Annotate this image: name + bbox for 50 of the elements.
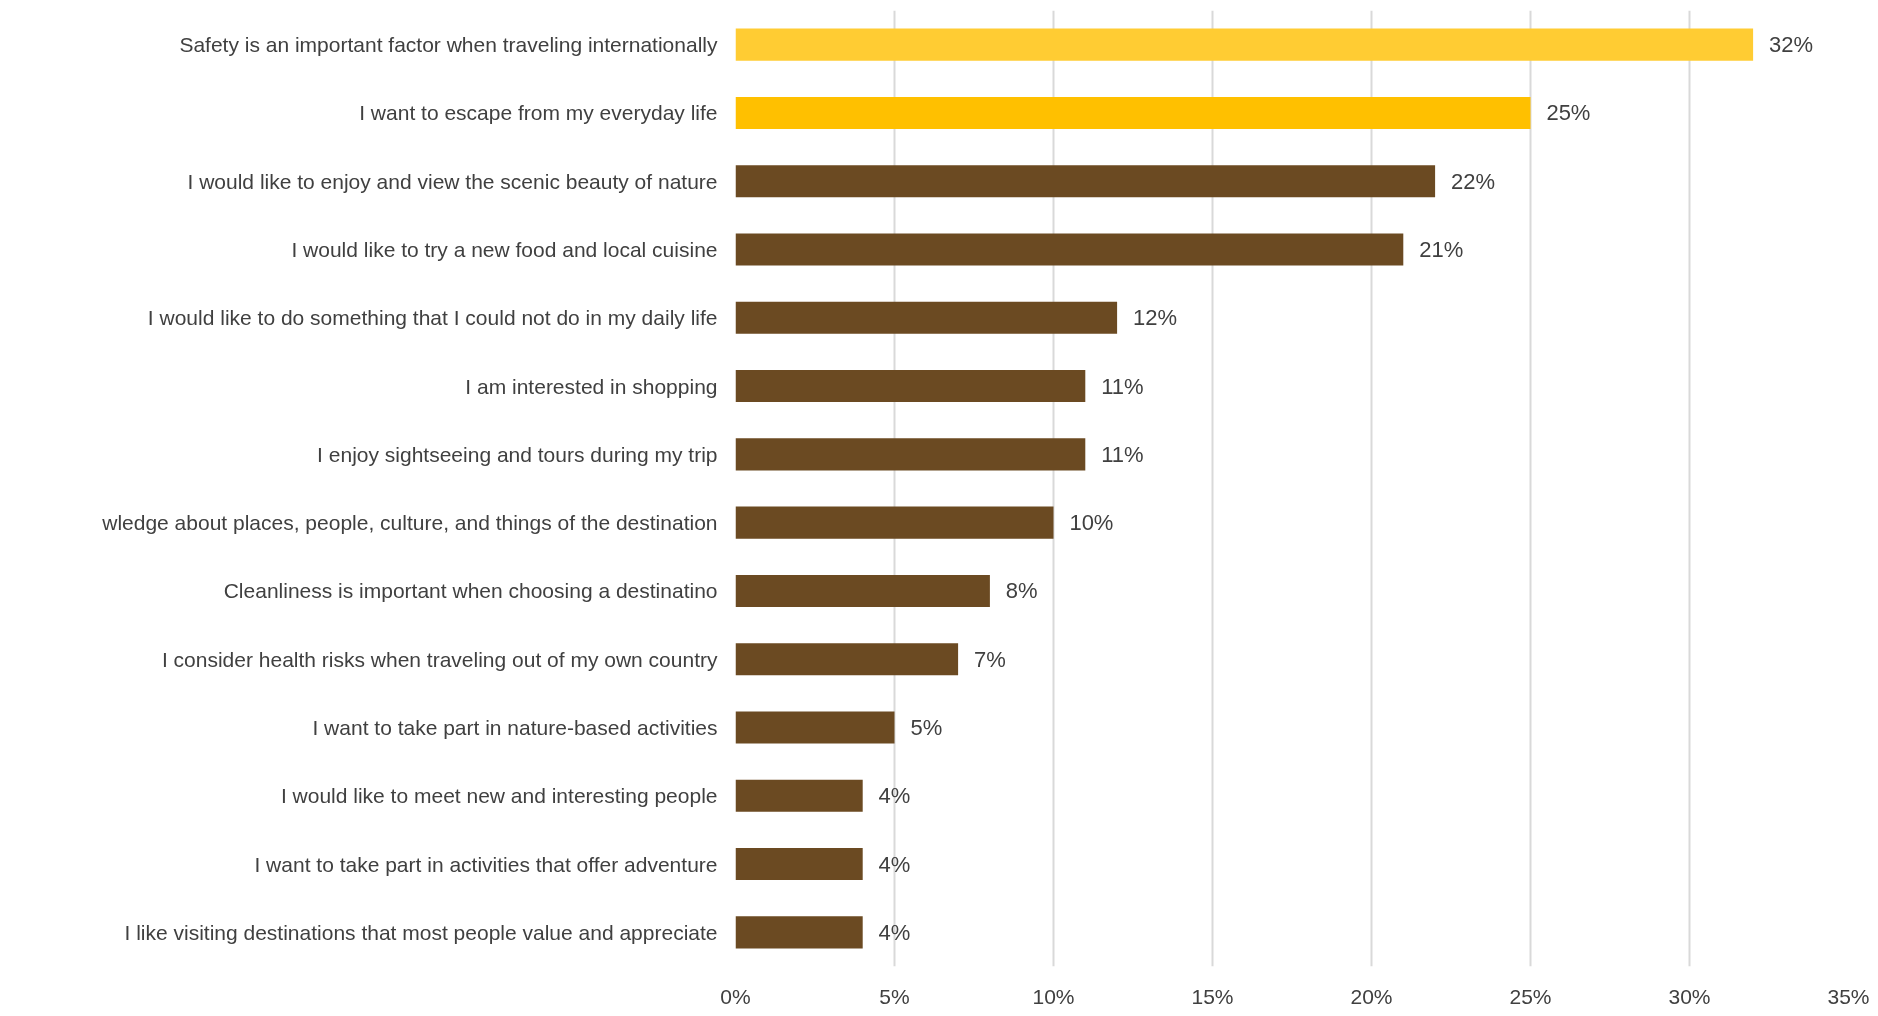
y-tick-label: Safety is an important factor when traveling internationally xyxy=(179,33,718,57)
y-tick-label: I am interested in shopping xyxy=(465,374,718,398)
data-label: 11% xyxy=(1101,441,1144,467)
bar xyxy=(735,711,895,744)
data-label: 10% xyxy=(1069,510,1114,536)
data-label: 4% xyxy=(878,851,911,877)
bar xyxy=(735,438,1086,471)
y-tick-label: I want to escape from my everyday life xyxy=(359,101,718,125)
y-tick-label: I enjoy sightseeing and tours during my trip xyxy=(317,442,718,466)
y-tick-label: I like visiting destinations that most people value and appreciate xyxy=(124,920,718,944)
bar xyxy=(735,165,1436,198)
y-tick-label: I would like to enjoy and view the scenic beauty of nature xyxy=(187,169,718,193)
bar xyxy=(735,370,1086,403)
y-tick-label: wledge about places, people, culture, and things of the destination xyxy=(101,511,718,535)
data-label: 4% xyxy=(878,919,911,945)
y-tick-label: I consider health risks when traveling out of my own country xyxy=(161,647,718,671)
x-tick-label: 30% xyxy=(1668,984,1711,1008)
y-tick-label: Cleanliness is important when choosing a destinatino xyxy=(223,579,718,603)
x-tick-label: 5% xyxy=(879,984,910,1008)
data-label: 8% xyxy=(1005,578,1038,604)
bar xyxy=(735,779,863,812)
y-tick-label: I want to take part in nature-based activities xyxy=(312,716,718,739)
data-label: 5% xyxy=(910,715,943,740)
data-label: 11% xyxy=(1101,373,1144,399)
x-tick-label: 15% xyxy=(1191,984,1234,1008)
bar xyxy=(735,574,990,607)
y-tick-label: I want to take part in activities that offer adventure xyxy=(254,852,718,876)
data-label: 32% xyxy=(1769,32,1814,58)
bar xyxy=(735,96,1531,129)
data-label: 7% xyxy=(974,646,1006,672)
bar xyxy=(735,643,959,676)
x-tick-label: 20% xyxy=(1350,984,1393,1008)
bar xyxy=(735,301,1118,334)
bar xyxy=(735,28,1754,61)
data-label: 22% xyxy=(1451,168,1496,194)
bar xyxy=(735,233,1404,266)
bar xyxy=(735,506,1054,539)
data-label: 4% xyxy=(878,783,911,809)
data-label: 12% xyxy=(1133,305,1178,331)
y-tick-label: I would like to do something that I could not do in my daily life xyxy=(147,306,718,330)
y-tick-label: I would like to try a new food and local cuisine xyxy=(291,238,718,261)
x-tick-label: 25% xyxy=(1509,984,1552,1008)
bar xyxy=(735,916,863,949)
x-tick-label: 35% xyxy=(1827,984,1870,1008)
x-tick-label: 10% xyxy=(1032,984,1075,1008)
data-label: 21% xyxy=(1419,237,1464,262)
x-tick-label: 0% xyxy=(720,984,751,1008)
data-label: 25% xyxy=(1546,100,1591,126)
y-tick-label: I would like to meet new and interesting people xyxy=(280,784,718,808)
bar xyxy=(735,848,863,881)
